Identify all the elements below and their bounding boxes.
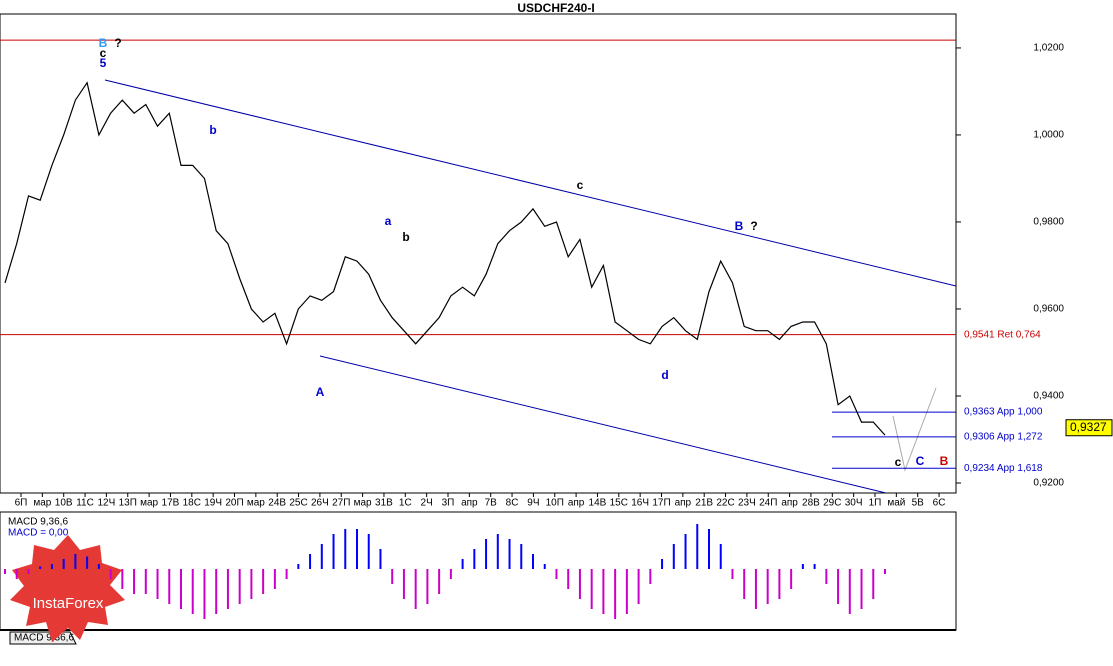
wave-label: ? [114,36,121,50]
x-tick-label: 6П [15,498,28,509]
y-tick-label: 1,0000 [1033,130,1064,141]
x-tick-label: апр [675,498,692,509]
x-tick-label: апр [568,498,585,509]
wave-label: b [209,123,216,137]
x-tick-label: 13П [119,498,137,509]
x-tick-label: 23Ч [738,498,756,509]
x-tick-label: 15С [610,498,628,509]
x-tick-label: 8С [506,498,519,509]
x-tick-label: 31В [375,498,393,509]
x-tick-label: 25С [289,498,307,509]
x-tick-label: май [887,498,905,509]
x-tick-label: 7В [485,498,498,509]
y-tick-label: 1,0200 [1033,43,1064,54]
macd-value: MACD = 0,00 [8,528,69,539]
logo: InstaForex [10,535,125,642]
wave-label: c [100,46,107,60]
plot-frame [0,13,957,494]
x-tick-label: апр [461,498,478,509]
x-tick-label: 2Ч [421,498,433,509]
wave-label: a [385,214,392,228]
macd-label: MACD 9,36,6 [8,517,68,528]
price-line [4,81,886,436]
x-tick-label: мар [33,498,51,509]
x-tick-label: 11С [76,498,94,509]
level-label: 0,9234 App 1,618 [964,463,1043,474]
x-tick-label: 22С [716,498,734,509]
y-tick-label: 0,9800 [1033,217,1064,228]
x-tick-label: 20П [225,498,243,509]
projection [892,387,937,472]
current-price-label: 0,9327 [1070,420,1107,434]
logo-burst [10,535,125,642]
logo-text: InstaForex [33,595,104,612]
x-tick-label: 5В [912,498,925,509]
x-tick-label: 3П [442,498,455,509]
wave-label: b [402,230,409,244]
wave-label: ? [750,219,757,233]
chart-title: USDCHF240-I [517,1,594,15]
x-tick-label: 17В [162,498,180,509]
wave-label: B [940,454,949,468]
level-label: 0,9541 Ret 0,764 [964,329,1041,340]
x-tick-label: 1С [399,498,412,509]
x-tick-label: 24В [268,498,286,509]
level-label: 0,9363 App 1,000 [964,407,1043,418]
x-tick-label: 1П [869,498,882,509]
level-label: 0,9306 App 1,272 [964,432,1043,443]
wave-label: B [99,36,108,50]
x-tick-label: 29С [823,498,841,509]
x-tick-label: 16Ч [631,498,649,509]
wave-label: C [916,454,925,468]
x-tick-label: 19Ч [204,498,222,509]
x-tick-label: 9Ч [527,498,539,509]
y-tick-label: 0,9600 [1033,304,1064,315]
x-tick-label: 10В [55,498,73,509]
wave-label: c [895,455,902,469]
wave-label: c [577,178,584,192]
macd-tab-label: MACD 9,36,6 [14,633,74,644]
x-tick-label: мар [140,498,158,509]
x-tick-label: 26Ч [311,498,329,509]
x-tick-label: 21В [695,498,713,509]
x-tick-label: мар [354,498,372,509]
y-tick-label: 0,9400 [1033,391,1064,402]
channel-top [104,79,957,287]
x-tick-label: 24П [759,498,777,509]
channel-bottom [319,355,887,494]
x-tick-label: 28В [802,498,820,509]
x-tick-label: 10П [546,498,564,509]
wave-label: d [661,368,668,382]
y-tick-label: 0,9200 [1033,478,1064,489]
current-price-box [1065,419,1113,437]
x-tick-label: мар [247,498,265,509]
x-tick-label: 14В [589,498,607,509]
x-tick-label: 30Ч [845,498,863,509]
wave-label: B [735,219,744,233]
x-tick-label: 17П [652,498,670,509]
x-tick-label: 6С [933,498,946,509]
wave-label: 5 [100,56,107,70]
x-tick-label: апр [781,498,798,509]
wave-label: A [316,385,325,399]
x-tick-label: 12Ч [98,498,116,509]
x-tick-label: 27П [332,498,350,509]
x-tick-label: 18С [183,498,201,509]
